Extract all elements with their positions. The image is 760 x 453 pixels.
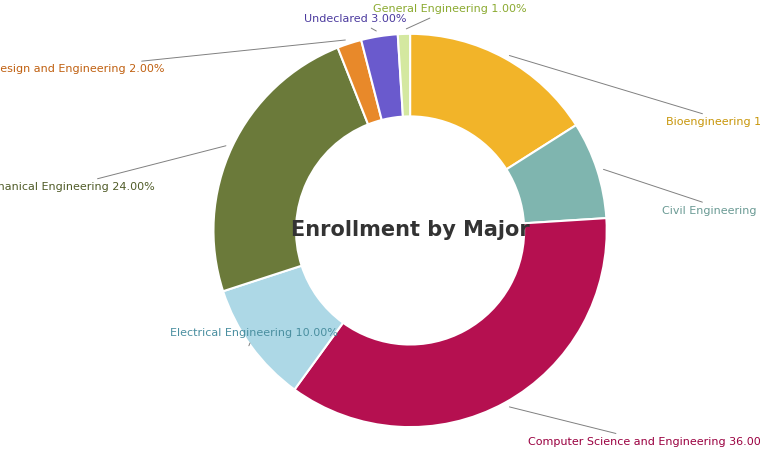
Text: Web Design and Engineering 2.00%: Web Design and Engineering 2.00% [0, 40, 345, 74]
Text: Bioengineering 16.00%: Bioengineering 16.00% [509, 56, 760, 127]
Wedge shape [506, 125, 606, 223]
Wedge shape [337, 40, 382, 125]
Text: Undeclared 3.00%: Undeclared 3.00% [304, 14, 407, 31]
Text: Mechanical Engineering 24.00%: Mechanical Engineering 24.00% [0, 146, 226, 192]
Wedge shape [410, 34, 576, 169]
Text: Civil Engineering 8.00%: Civil Engineering 8.00% [603, 169, 760, 216]
Wedge shape [214, 48, 368, 291]
Text: Electrical Engineering 10.00%: Electrical Engineering 10.00% [170, 328, 338, 346]
Text: Computer Science and Engineering 36.00%: Computer Science and Engineering 36.00% [509, 407, 760, 447]
Text: Enrollment by Major: Enrollment by Major [291, 221, 530, 241]
Wedge shape [223, 266, 343, 390]
Wedge shape [361, 34, 403, 120]
Text: General Engineering 1.00%: General Engineering 1.00% [372, 4, 526, 29]
Wedge shape [397, 34, 410, 116]
Wedge shape [295, 218, 606, 427]
